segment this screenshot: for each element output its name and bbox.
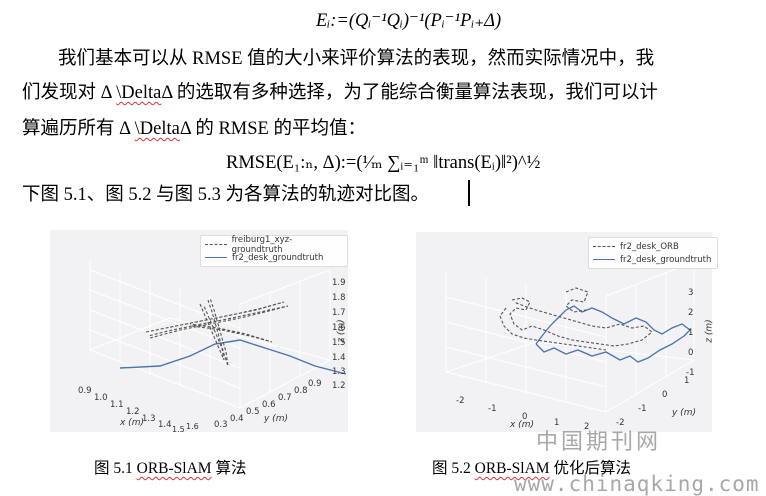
text-cursor[interactable] [468,180,470,206]
formula-rmse: RMSE(E₁:ₙ, Δ):=(¹⁄ₘ ∑ᵢ₌₁ᵐ ‖trans(Eᵢ)‖²)^… [226,153,541,173]
legend-label: fr2_desk_groundtruth [232,252,324,263]
legend-label: freiburg1_xyz-groundtruth [231,234,293,255]
figure-5-2-plot [445,261,695,413]
z-tick: 0 [688,348,694,358]
figure-5-2: fr2_desk_ORB fr2_desk_groundtruth 3 2 1 … [416,232,719,432]
z-tick: 1.6 [332,323,346,333]
caption-prefix: 图 5.1 [94,460,137,477]
x-tick: 1.6 [186,422,199,431]
x-tick: 0 [522,412,528,422]
legend-item-fr2-desk: fr2_desk_groundtruth [205,251,341,264]
y-axis-label: y (m) [264,414,288,424]
y-tick: 0.3 [214,420,228,430]
z-axis-label: z (m) [336,319,347,343]
z-tick: 2 [688,308,694,318]
z-tick: 1.8 [332,293,346,303]
legend-item-freiburg: freiburg1_xyz-groundtruth [205,235,341,255]
legend-dash-swatch [205,244,227,245]
y-tick: 0.4 [230,414,244,424]
figure-5-1-legend: freiburg1_xyz-groundtruth fr2_desk_groun… [200,235,348,267]
watermark-cn: 中国期刊网 [536,430,662,455]
caption-figure-5-2: 图 5.2 ORB-SlAM 优化后算法 [432,456,631,478]
z-tick: 1 [688,328,694,338]
y-tick: -1 [638,404,647,414]
figure-5-2-legend: fr2_desk_ORB fr2_desk_groundtruth [588,237,719,269]
x-tick: 2 [584,422,590,432]
y-tick: 1 [684,376,690,386]
x-tick: -2 [456,396,465,406]
x-axis-label: x (m) [510,420,534,430]
figure-5-1: freiburg1_xyz-groundtruth fr2_desk_groun… [50,230,348,434]
legend-solid-swatch [593,259,615,260]
x-tick: 1 [554,418,560,428]
z-tick: 1.3 [332,367,346,377]
watermark-url: www.chinaqking.com [514,472,760,496]
z-tick: -1 [686,368,695,378]
paragraph-line-2-end: Δ 的选取有多种选择，为了能综合衡量算法表现，我们可以计 [161,83,658,103]
y-tick: 0 [662,390,668,400]
y-tick: 0.7 [278,393,292,403]
y-tick: -2 [616,418,625,428]
delta-latex-text-2: \Delta [134,119,180,139]
z-tick: 1.7 [332,308,346,318]
paragraph-line-3-start: 算遍历所有 Δ [22,119,135,139]
y-tick: 0.9 [308,379,322,389]
caption-prefix: 图 5.2 [432,460,475,477]
x-tick: 1.2 [126,407,140,417]
caption-algorithm-name: ORB-SlAM [474,460,550,477]
y-tick: 0.6 [262,400,276,410]
paragraph-line-2-start: 们发现对 Δ [22,83,117,103]
x-tick: 1.1 [110,400,124,410]
y-tick: 0.8 [294,386,308,396]
x-axis-label: x (m) [120,418,144,428]
x-tick: 1.5 [172,425,185,434]
z-tick: 1.2 [332,381,346,391]
caption-algorithm-name: ORB-SlAM [136,460,212,477]
paragraph-line-2: 们发现对 Δ \DeltaΔ 的选取有多种选择，为了能综合衡量算法表现，我们可以… [22,80,658,106]
z-tick: 1.9 [332,278,346,288]
paragraph-line-3-end: Δ 的 RMSE 的平均值： [179,119,366,139]
legend-item-fr2-desk-orb: fr2_desk_ORB [593,240,711,253]
legend-label: fr2_desk_groundtruth [620,254,712,265]
legend-label: fr2_desk_ORB [620,241,679,252]
formula-ei: Eᵢ:=(Qᵢ⁻¹Qᵢ)⁻¹(Pᵢ⁻¹Pᵢ₊Δ) [316,11,502,31]
x-tick: 0.9 [78,386,92,396]
paragraph-line-1: 我们基本可以从 RMSE 值的大小来评价算法的表现，然而实际情况中，我 [58,49,655,69]
z-tick: 1.4 [332,353,346,363]
x-tick: 1.0 [94,393,108,403]
caption-suffix: 优化后算法 [549,460,631,477]
y-tick: 0.5 [246,407,260,417]
caption-suffix: 算法 [211,460,247,477]
z-tick: 3 [688,288,694,298]
legend-dash-swatch [593,246,615,247]
caption-figure-5-1: 图 5.1 ORB-SlAM 算法 [94,456,246,478]
z-tick: 1.5 [332,338,346,348]
legend-solid-swatch [205,257,227,258]
paragraph-line-3: 算遍历所有 Δ \DeltaΔ 的 RMSE 的平均值： [22,116,366,142]
paragraph-line-4: 下图 5.1、图 5.2 与图 5.3 为各算法的轨迹对比图。 [22,185,430,205]
y-axis-label: y (m) [672,408,696,418]
figure-5-1-plot [89,260,347,409]
legend-item-fr2-desk-groundtruth: fr2_desk_groundtruth [593,253,711,266]
z-axis-label: z (m) [704,319,715,343]
x-tick: 1.3 [142,414,156,424]
x-tick: 1.4 [158,420,172,430]
x-tick: -1 [488,404,497,414]
delta-latex-text: \Delta [116,83,162,103]
